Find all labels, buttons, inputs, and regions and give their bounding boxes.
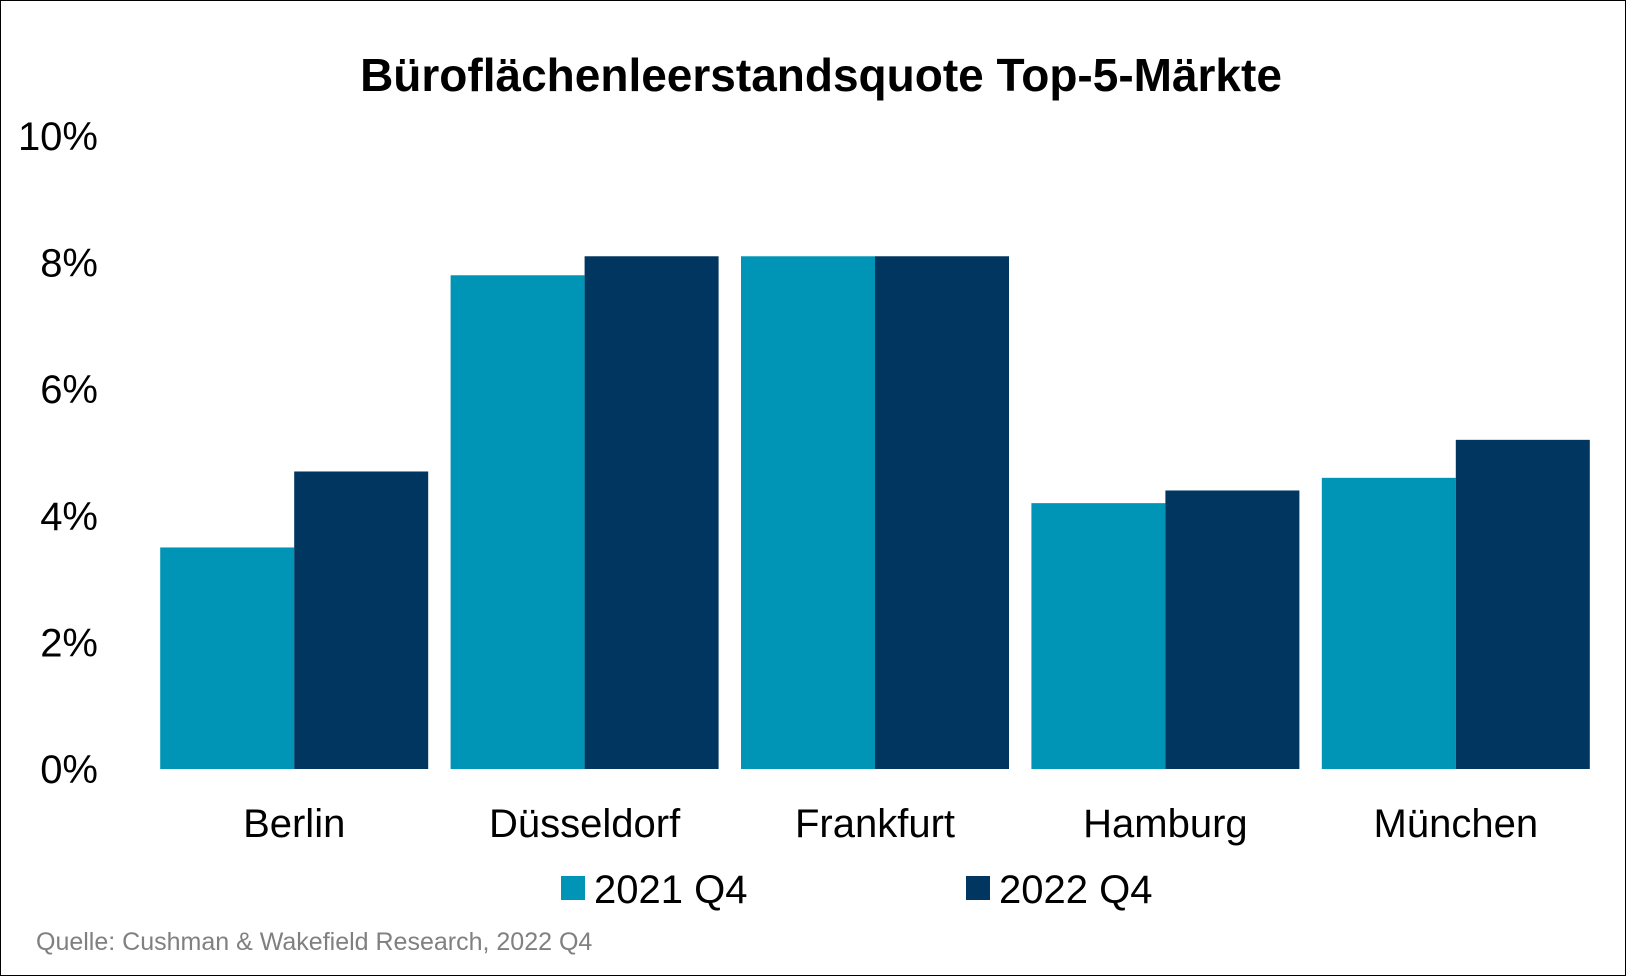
legend-swatch <box>966 876 990 900</box>
bar-2021-q4-3 <box>1031 503 1166 769</box>
bar-2022-q4-1 <box>584 256 719 769</box>
legend-swatch <box>561 876 585 900</box>
y-tick-label: 10% <box>18 115 98 159</box>
bar-2021-q4-0 <box>160 547 295 769</box>
bars <box>160 256 1590 769</box>
bar-2022-q4-4 <box>1455 439 1590 769</box>
y-tick-label: 6% <box>40 368 98 412</box>
y-tick-label: 2% <box>40 621 98 665</box>
source-note: Quelle: Cushman & Wakefield Research, 20… <box>36 928 592 956</box>
x-category-label: Frankfurt <box>795 802 955 846</box>
legend: 2021 Q4 2022 Q4 <box>561 868 1152 912</box>
x-category-label: Düsseldorf <box>489 802 681 846</box>
bar-2022-q4-2 <box>875 256 1009 769</box>
x-axis-labels: Berlin Düsseldorf Frankfurt Hamburg München <box>243 802 1538 846</box>
x-category-label: Berlin <box>243 802 345 846</box>
x-category-label: Hamburg <box>1083 802 1248 846</box>
y-tick-label: 8% <box>40 242 98 286</box>
bar-2022-q4-3 <box>1165 490 1300 769</box>
y-axis-ticks: 0% 2% 4% 6% 8% 10% <box>18 115 98 792</box>
legend-label: 2022 Q4 <box>999 868 1152 912</box>
x-category-label: München <box>1374 802 1539 846</box>
bar-2021-q4-2 <box>741 256 875 769</box>
chart-title: Büroflächenleerstandsquote Top-5-Märkte <box>360 49 1282 101</box>
bar-2021-q4-4 <box>1321 477 1456 769</box>
legend-label: 2021 Q4 <box>594 868 747 912</box>
y-tick-label: 0% <box>40 748 98 792</box>
y-tick-label: 4% <box>40 495 98 539</box>
bar-2021-q4-1 <box>450 275 585 769</box>
bar-2022-q4-0 <box>294 471 429 769</box>
